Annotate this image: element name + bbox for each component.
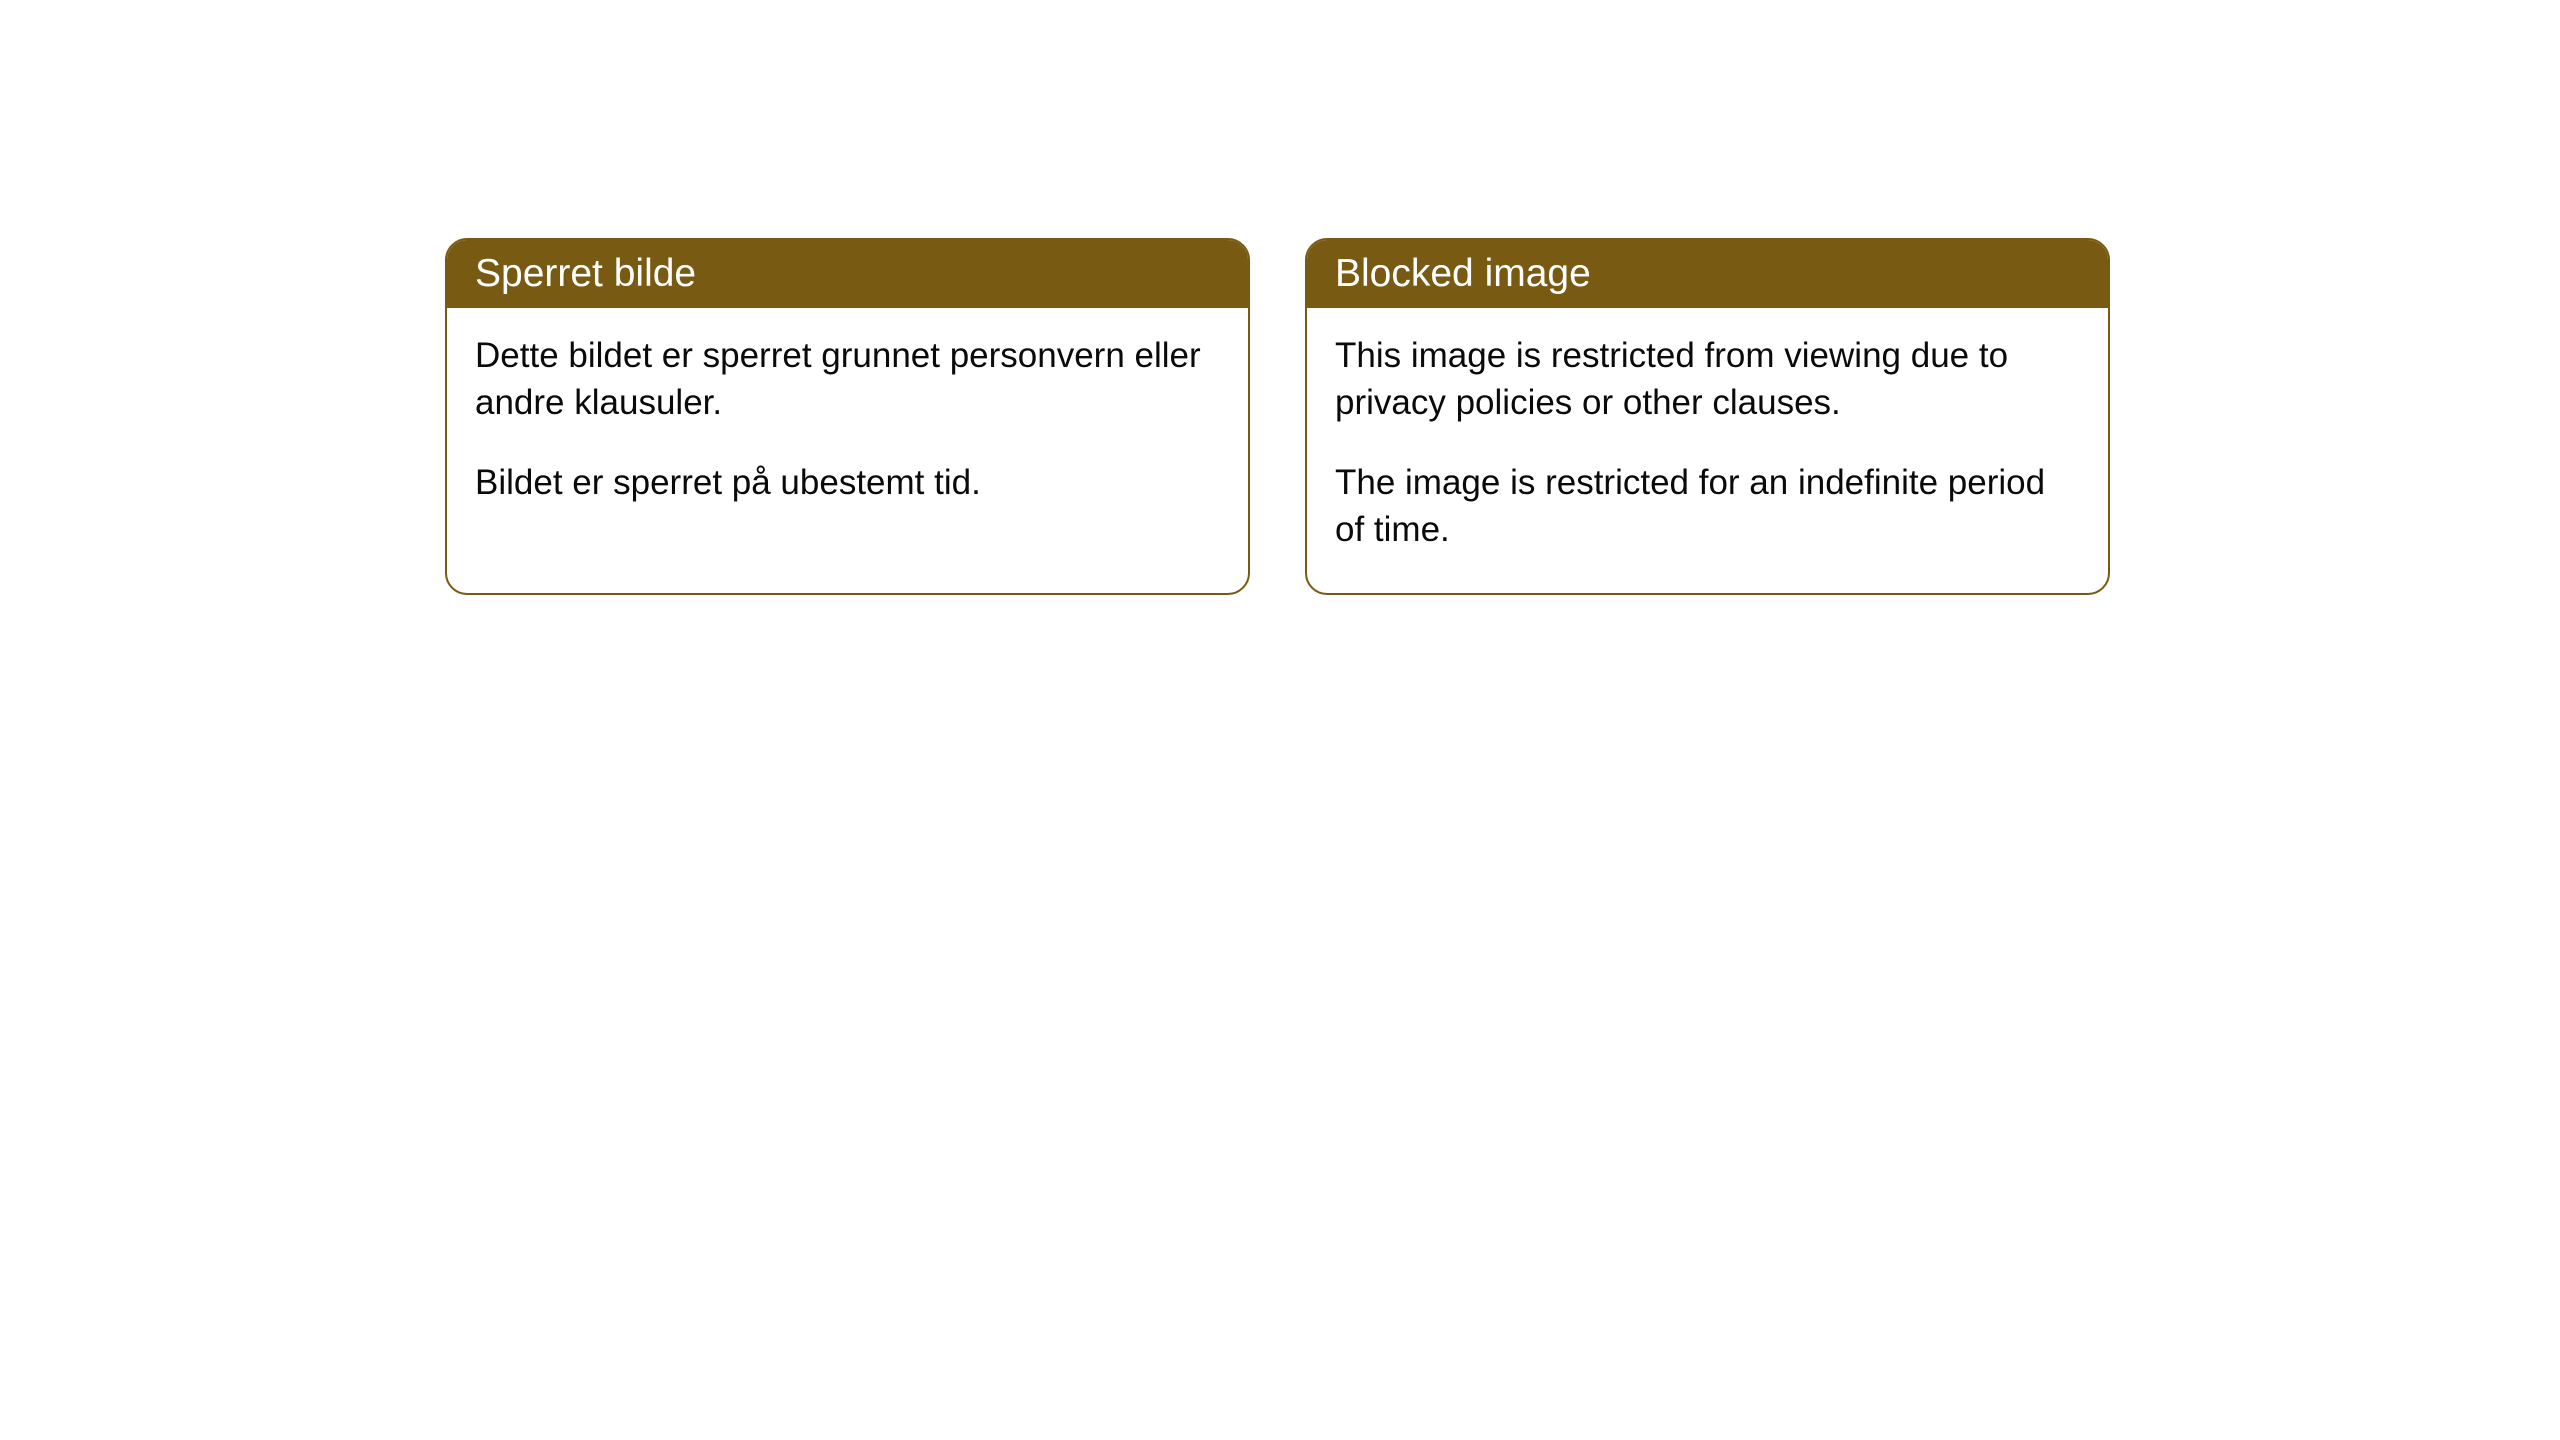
- card-title-en: Blocked image: [1335, 252, 1591, 295]
- blocked-image-card-en: Blocked image This image is restricted f…: [1305, 238, 2110, 595]
- card-title-no: Sperret bilde: [475, 252, 696, 295]
- card-paragraph-no-2: Bildet er sperret på ubestemt tid.: [475, 459, 1220, 506]
- blocked-image-card-no: Sperret bilde Dette bildet er sperret gr…: [445, 238, 1250, 595]
- cards-container: Sperret bilde Dette bildet er sperret gr…: [0, 0, 2560, 595]
- card-paragraph-en-2: The image is restricted for an indefinit…: [1335, 459, 2080, 554]
- card-body-no: Dette bildet er sperret grunnet personve…: [447, 308, 1248, 546]
- card-paragraph-en-1: This image is restricted from viewing du…: [1335, 332, 2080, 427]
- card-body-en: This image is restricted from viewing du…: [1307, 308, 2108, 593]
- card-header-no: Sperret bilde: [447, 240, 1248, 308]
- card-paragraph-no-1: Dette bildet er sperret grunnet personve…: [475, 332, 1220, 427]
- card-header-en: Blocked image: [1307, 240, 2108, 308]
